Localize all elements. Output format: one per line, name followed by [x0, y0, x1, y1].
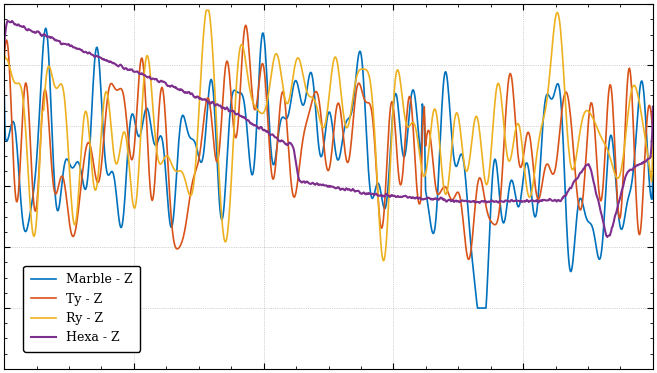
- Line: Hexa - Z: Hexa - Z: [4, 21, 653, 237]
- Ty - Z: [242, 23, 250, 28]
- Marble - Z: [507, 178, 515, 182]
- Ry - Z: [380, 258, 388, 263]
- Hexa - Z: [263, 129, 271, 133]
- Hexa - Z: [286, 141, 294, 145]
- Marble - Z: [649, 174, 657, 178]
- Hexa - Z: [649, 104, 657, 109]
- Hexa - Z: [3, 19, 11, 23]
- Ry - Z: [0, 56, 8, 60]
- Legend: Marble - Z, Ty - Z, Ry - Z, Hexa - Z: Marble - Z, Ty - Z, Ry - Z, Hexa - Z: [24, 266, 140, 352]
- Line: Ty - Z: Ty - Z: [4, 25, 653, 259]
- Marble - Z: [286, 101, 294, 106]
- Marble - Z: [67, 164, 75, 169]
- Ty - Z: [263, 107, 271, 111]
- Marble - Z: [474, 306, 482, 310]
- Ry - Z: [203, 8, 211, 12]
- Ry - Z: [507, 154, 515, 158]
- Hexa - Z: [518, 199, 526, 204]
- Ry - Z: [286, 91, 294, 95]
- Marble - Z: [519, 179, 527, 183]
- Ty - Z: [66, 227, 74, 231]
- Marble - Z: [263, 80, 271, 85]
- Ty - Z: [446, 195, 454, 200]
- Hexa - Z: [0, 45, 8, 49]
- Hexa - Z: [446, 198, 454, 202]
- Marble - Z: [42, 26, 50, 31]
- Ry - Z: [263, 99, 271, 104]
- Ry - Z: [447, 155, 455, 160]
- Ry - Z: [649, 131, 657, 135]
- Hexa - Z: [603, 235, 611, 239]
- Ty - Z: [286, 173, 294, 178]
- Ty - Z: [464, 257, 472, 261]
- Marble - Z: [0, 87, 8, 91]
- Line: Ry - Z: Ry - Z: [4, 10, 653, 261]
- Marble - Z: [446, 113, 454, 118]
- Hexa - Z: [507, 198, 514, 203]
- Ty - Z: [519, 157, 527, 162]
- Ry - Z: [519, 152, 527, 156]
- Ry - Z: [66, 184, 74, 188]
- Line: Marble - Z: Marble - Z: [4, 28, 653, 308]
- Ty - Z: [0, 57, 8, 62]
- Ty - Z: [649, 117, 657, 121]
- Ty - Z: [507, 74, 515, 78]
- Hexa - Z: [67, 43, 75, 48]
